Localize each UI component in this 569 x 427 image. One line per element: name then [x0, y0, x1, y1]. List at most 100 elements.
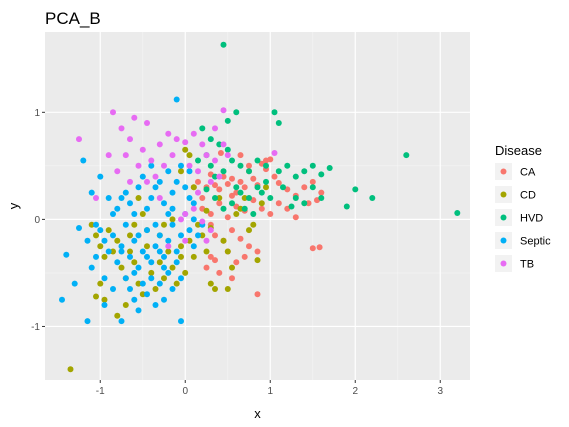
point-septic — [144, 253, 150, 260]
point-septic — [169, 189, 176, 196]
point-septic — [88, 189, 95, 196]
point-tb — [195, 189, 201, 196]
point-septic — [110, 232, 116, 239]
point-hvd — [237, 189, 244, 196]
point-septic — [118, 243, 125, 250]
point-hvd — [309, 184, 316, 191]
point-cd — [118, 264, 125, 271]
point-cd — [254, 257, 261, 264]
point-septic — [59, 296, 65, 303]
point-cd — [139, 211, 146, 217]
point-septic — [131, 296, 138, 303]
y-tick-label: 0 — [34, 215, 40, 226]
point-hvd — [326, 165, 333, 171]
legend-items: CA CD HVD Septic TB — [495, 163, 551, 272]
point-hvd — [224, 146, 231, 153]
point-tb — [207, 227, 214, 234]
point-hvd — [318, 195, 325, 201]
point-ca — [275, 200, 282, 207]
data-points — [59, 41, 461, 373]
point-hvd — [246, 168, 252, 175]
point-ca — [195, 178, 201, 185]
point-septic — [97, 227, 104, 234]
point-tb — [182, 237, 189, 244]
point-tb — [199, 218, 206, 225]
point-ca — [301, 184, 308, 191]
point-cd — [135, 280, 142, 287]
point-ca — [207, 211, 214, 217]
point-hvd — [199, 125, 206, 132]
point-septic — [161, 264, 167, 271]
point-tb — [118, 125, 125, 132]
legend-swatch-septic — [500, 237, 507, 244]
point-septic — [122, 189, 129, 196]
legend: Disease CA CD HVD Septic TB — [495, 143, 551, 272]
legend-swatch-tb — [500, 260, 507, 267]
point-cd — [67, 366, 74, 373]
x-axis-ticks: -1 0 1 2 3 — [96, 380, 443, 397]
point-septic — [135, 184, 142, 191]
point-septic — [161, 200, 167, 207]
point-tb — [93, 195, 99, 201]
point-septic — [156, 178, 163, 185]
point-ca — [199, 195, 206, 201]
point-septic — [182, 184, 189, 191]
point-hvd — [254, 157, 261, 164]
point-cd — [88, 221, 95, 228]
point-cd — [216, 195, 223, 201]
point-ca — [267, 211, 274, 217]
point-cd — [220, 237, 227, 244]
chart-title: PCA_B — [45, 9, 101, 28]
point-septic — [161, 296, 167, 303]
point-hvd — [246, 195, 252, 201]
point-tb — [190, 130, 197, 137]
point-cd — [237, 205, 244, 212]
point-cd — [122, 302, 129, 308]
point-tb — [220, 107, 227, 114]
y-tick-label: 1 — [34, 108, 40, 119]
x-tick-label: 3 — [437, 386, 443, 397]
x-tick-label: 1 — [267, 386, 273, 397]
point-septic — [165, 168, 172, 175]
point-ca — [233, 189, 240, 196]
point-cd — [169, 216, 176, 223]
point-septic — [165, 237, 172, 244]
legend-label-septic: Septic — [520, 236, 551, 248]
point-hvd — [275, 168, 282, 175]
point-septic — [131, 237, 138, 244]
point-ca — [258, 205, 265, 212]
point-septic — [156, 280, 163, 287]
point-hvd — [220, 168, 227, 175]
point-ca — [263, 157, 269, 164]
point-septic — [144, 205, 150, 212]
point-cd — [156, 259, 163, 266]
plot-panel — [45, 32, 470, 380]
point-septic — [118, 318, 125, 325]
point-septic — [178, 275, 184, 282]
point-septic — [190, 200, 197, 207]
point-hvd — [301, 168, 308, 175]
point-cd — [258, 200, 265, 207]
point-septic — [80, 157, 87, 164]
point-septic — [97, 173, 104, 180]
point-septic — [84, 318, 91, 325]
point-ca — [203, 264, 210, 271]
point-ca — [271, 173, 278, 180]
point-septic — [148, 275, 155, 282]
point-cd — [139, 291, 146, 298]
point-septic — [127, 286, 133, 292]
point-septic — [76, 225, 82, 231]
point-tb — [148, 157, 155, 164]
point-septic — [131, 211, 138, 217]
point-tb — [156, 195, 163, 201]
point-tb — [216, 173, 223, 180]
point-tb — [178, 216, 184, 223]
point-cd — [97, 280, 104, 287]
point-ca — [254, 291, 261, 298]
point-cd — [233, 211, 240, 217]
point-septic — [71, 280, 78, 287]
point-hvd — [250, 211, 257, 217]
point-ca — [237, 152, 244, 159]
point-septic — [139, 173, 146, 180]
point-cd — [203, 207, 210, 214]
